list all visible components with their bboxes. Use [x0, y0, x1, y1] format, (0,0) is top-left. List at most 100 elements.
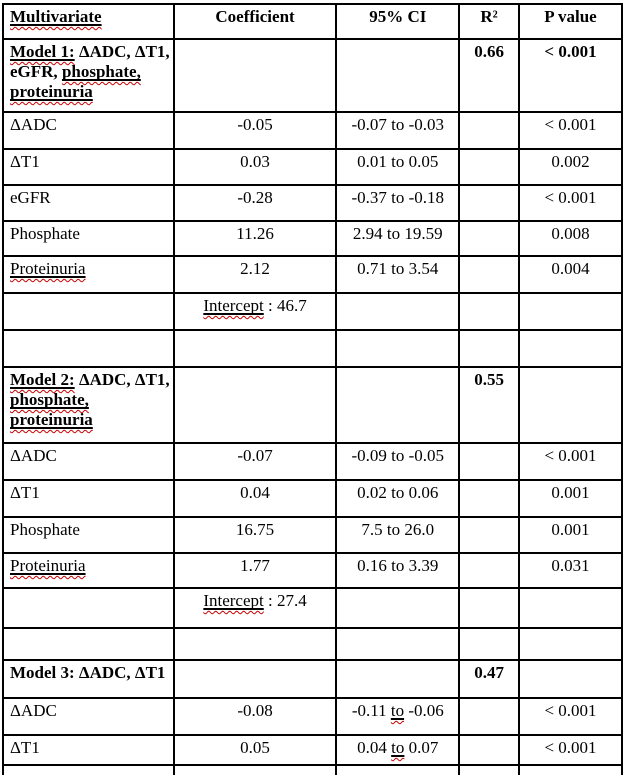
row-m1-egfr: eGFR -0.28 -0.37 to -0.18 < 0.001 [2, 184, 623, 222]
cell-p [518, 764, 623, 775]
cell-multivariate: eGFR [2, 184, 175, 222]
text-line: proteinuria [10, 82, 170, 102]
spellcheck-squiggle-text: Proteinuria [10, 556, 86, 575]
cell-ci [335, 329, 461, 368]
spellcheck-squiggle-text: proteinuria [10, 82, 93, 101]
row-m3-delta-t1: ΔT1 0.05 0.04 to 0.07 < 0.001 [2, 734, 623, 766]
cell-coefficient [172, 38, 338, 113]
cell-multivariate: Model 2: ΔADC, ΔT1, phosphate, proteinuria [2, 366, 175, 444]
cell-r2 [458, 292, 521, 331]
cell-ci [335, 627, 461, 661]
text-line: 95% CI [369, 7, 427, 26]
cell-coefficient: Intercept : 27.4 [172, 587, 338, 629]
cell-p: 0.031 [518, 552, 623, 589]
cell-multivariate: ΔADC [2, 697, 175, 736]
cell-ci: 2.94 to 19.59 [335, 220, 461, 257]
header-row: Multivariate Coefficient 95% CI R² P value [2, 3, 623, 40]
cell-multivariate: Proteinuria [2, 552, 175, 589]
cell-r2 [458, 220, 521, 257]
text-line: Multivariate [10, 7, 170, 27]
row-model-2: Model 2: ΔADC, ΔT1, phosphate, proteinuria… [2, 366, 623, 444]
cell-multivariate: ΔADC [2, 442, 175, 481]
cell-ci: -0.07 to -0.03 [335, 111, 461, 150]
row-m3-delta-adc: ΔADC -0.08 -0.11 to -0.06 < 0.001 [2, 697, 623, 736]
cell-p: 0.008 [518, 220, 623, 257]
cell-p [518, 329, 623, 368]
spellcheck-squiggle-text: to [391, 701, 404, 720]
row-m2-proteinuria: Proteinuria 1.77 0.16 to 3.39 0.031 [2, 552, 623, 589]
cell-r2 [458, 516, 521, 554]
cell-ci: 0.04 to 0.07 [335, 734, 461, 766]
row-m2-delta-adc: ΔADC -0.07 -0.09 to -0.05 < 0.001 [2, 442, 623, 481]
cell-r2 [458, 329, 521, 368]
cell-coefficient: 1.77 [172, 552, 338, 589]
cell-p: 0.001 [518, 516, 623, 554]
cell-p: 0.001 [518, 479, 623, 518]
cell-multivariate: ΔT1 [2, 479, 175, 518]
cell-coefficient: 2.12 [172, 255, 338, 294]
spellcheck-squiggle-text: Multivariate [10, 7, 102, 26]
row-m2-phosphate: Phosphate 16.75 7.5 to 26.0 0.001 [2, 516, 623, 554]
cell-p: < 0.001 [518, 442, 623, 481]
text-line: Coefficient [215, 7, 295, 26]
spellcheck-squiggle-text: Intercept [203, 296, 263, 315]
cell-r2 [458, 734, 521, 766]
column-header-multivariate: Multivariate [2, 3, 175, 40]
cell-ci: -0.11 to -0.06 [335, 697, 461, 736]
underlined-text: to [390, 701, 405, 720]
underlined-text: Intercept [203, 296, 264, 315]
cell-r2 [458, 442, 521, 481]
text-line: Model 1: ΔADC, ΔT1, [10, 42, 170, 61]
row-partial-bottom [2, 764, 623, 775]
cell-coefficient: -0.28 [172, 184, 338, 222]
cell-multivariate [2, 764, 175, 775]
column-header-coefficient: Coefficient [172, 3, 338, 40]
row-m1-delta-adc: ΔADC -0.05 -0.07 to -0.03 < 0.001 [2, 111, 623, 150]
text-line: Proteinuria [10, 556, 170, 576]
cell-ci: 0.01 to 0.05 [335, 148, 461, 186]
multivariate-results-table: Multivariate Coefficient 95% CI R² P value M… [2, 3, 623, 775]
underlined-text: Multivariate [10, 7, 102, 26]
cell-ci [335, 659, 461, 699]
cell-p [518, 292, 623, 331]
column-header-ci: 95% CI [335, 3, 461, 40]
spellcheck-squiggle-text: Proteinuria [10, 259, 86, 278]
underlined-text: to [391, 738, 405, 757]
row-m1-intercept: Intercept : 46.7 [2, 292, 623, 331]
cell-p: < 0.001 [518, 38, 623, 113]
cell-coefficient: 0.04 [172, 479, 338, 518]
cell-multivariate: ΔT1 [2, 734, 175, 766]
cell-ci [335, 764, 461, 775]
cell-p: 0.002 [518, 148, 623, 186]
cell-r2: 0.66 [458, 38, 521, 113]
cell-p [518, 659, 623, 699]
text-line: 0.04 to 0.07 [357, 738, 439, 757]
text-line: -0.11 to -0.06 [351, 701, 444, 720]
cell-ci [335, 366, 461, 444]
row-m2-intercept: Intercept : 27.4 [2, 587, 623, 629]
cell-p: < 0.001 [518, 184, 623, 222]
cell-coefficient [172, 366, 338, 444]
text-line: proteinuria [10, 410, 170, 430]
cell-ci: -0.09 to -0.05 [335, 442, 461, 481]
cell-multivariate: Proteinuria [2, 255, 175, 294]
underlined-text: Proteinuria [10, 259, 86, 278]
cell-coefficient [172, 627, 338, 661]
column-header-p: P value [518, 3, 623, 40]
cell-multivariate: ΔT1 [2, 148, 175, 186]
cell-coefficient: 16.75 [172, 516, 338, 554]
cell-ci [335, 587, 461, 629]
underlined-text: phosphate, [61, 62, 141, 81]
underlined-text: Proteinuria [10, 556, 86, 575]
cell-ci: 7.5 to 26.0 [335, 516, 461, 554]
cell-coefficient: -0.07 [172, 442, 338, 481]
cell-r2 [458, 552, 521, 589]
cell-multivariate: Model 1: ΔADC, ΔT1, eGFR, phosphate, prote… [2, 38, 175, 113]
cell-coefficient [172, 659, 338, 699]
text-line: Model 3: ΔADC, ΔT1 [10, 663, 166, 682]
cell-multivariate [2, 587, 175, 629]
cell-coefficient [172, 329, 338, 368]
row-m2-delta-t1: ΔT1 0.04 0.02 to 0.06 0.001 [2, 479, 623, 518]
cell-multivariate [2, 292, 175, 331]
